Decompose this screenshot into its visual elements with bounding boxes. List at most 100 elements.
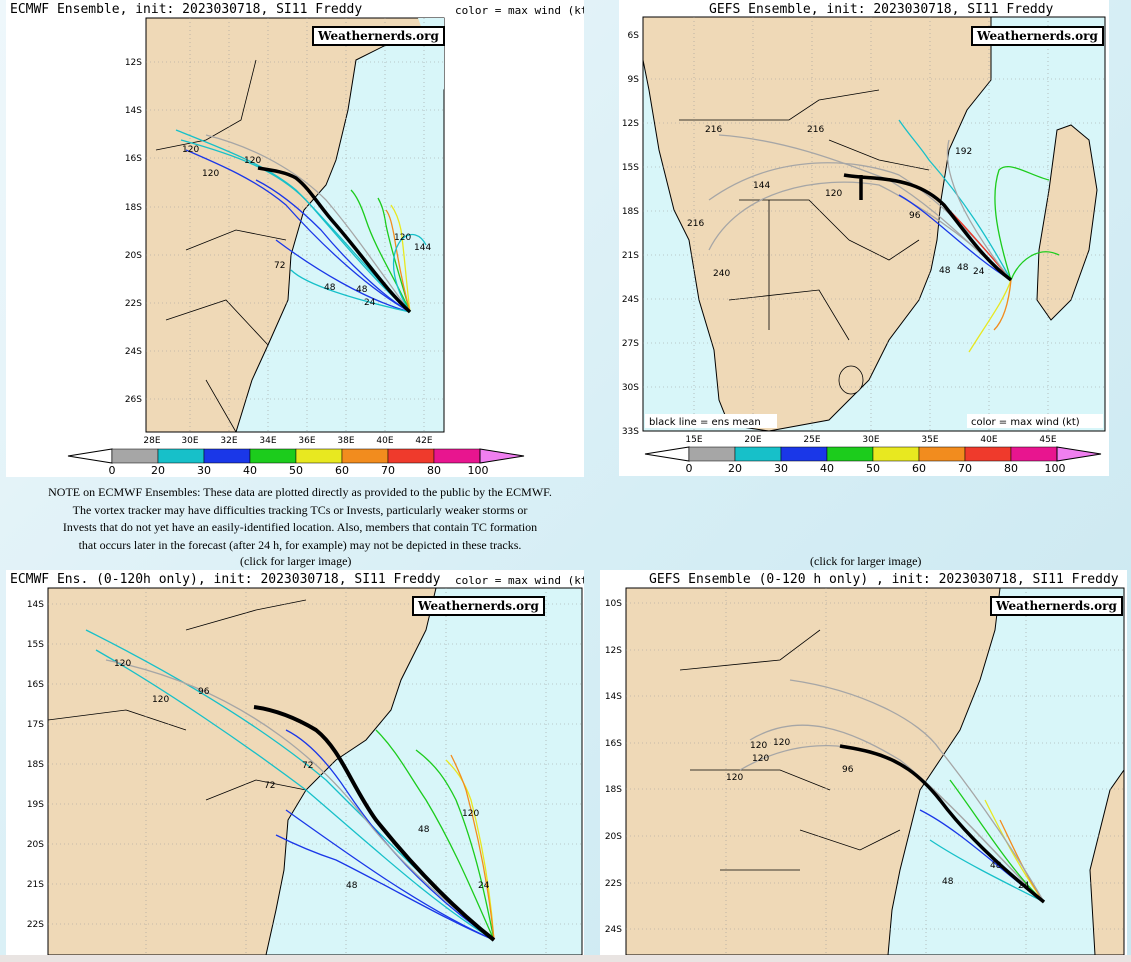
- lat-label: 26S: [125, 395, 142, 405]
- bottom-scroll-strip: [0, 955, 1131, 962]
- panel-title: GEFS Ensemble, init: 2023030718, SI11 Fr…: [709, 2, 1054, 17]
- gefs-120h-panel[interactable]: GEFS Ensemble (0-120 h only) , init: 202…: [600, 570, 1127, 955]
- hour-label: 48: [939, 266, 951, 276]
- lat-label: 15S: [27, 640, 44, 650]
- lat-label: 21S: [622, 251, 639, 261]
- hour-label: 120: [750, 741, 767, 751]
- lat-label: 16S: [605, 739, 622, 749]
- ecmwf-map: 120 120 120 72 48 48 24 144 120 12S 14S …: [67, 17, 525, 477]
- hour-label: 96: [842, 765, 854, 775]
- hour-label: 120: [752, 754, 769, 764]
- lon-label: 34E: [259, 436, 276, 446]
- colorbar-label: 60: [335, 464, 349, 477]
- hour-label: 24: [973, 267, 985, 277]
- watermark-logo: Weathernerds.org: [990, 596, 1123, 616]
- colorbar-label: 0: [686, 462, 693, 475]
- click-larger-caption-left[interactable]: (click for larger image): [240, 554, 352, 568]
- ecmwf-note: NOTE on ECMWF Ensembles: These data are …: [40, 484, 560, 554]
- hour-label: 120: [114, 659, 131, 669]
- lat-label: 16S: [27, 680, 44, 690]
- hour-label: 48: [942, 877, 954, 887]
- lon-label: 28E: [143, 436, 160, 446]
- hour-label: 24: [478, 881, 490, 891]
- lat-label: 20S: [125, 251, 142, 261]
- hour-label: 216: [687, 219, 704, 229]
- hour-label: 240: [713, 269, 730, 279]
- colorbar-label: 100: [1045, 462, 1066, 475]
- hour-label: 48: [324, 283, 336, 293]
- lon-label: 42E: [415, 436, 432, 446]
- hour-label: 216: [705, 125, 722, 135]
- hour-label: 120: [394, 233, 411, 243]
- note-line: that occurs later in the forecast (after…: [78, 537, 522, 552]
- hour-label: 96: [909, 211, 921, 221]
- colorbar-label: 100: [468, 464, 489, 477]
- lon-label: 20E: [744, 435, 761, 445]
- wind-colorbar: [644, 446, 1102, 462]
- colorbar-label: 30: [774, 462, 788, 475]
- ecmwf-ensemble-panel[interactable]: ECMWF Ensemble, init: 2023030718, SI11 F…: [6, 0, 584, 477]
- hour-label: 72: [274, 261, 285, 271]
- hour-label: 24: [1018, 881, 1030, 891]
- colorbar-label: 70: [958, 462, 972, 475]
- hour-label: 120: [152, 695, 169, 705]
- hour-label: 120: [182, 145, 199, 155]
- hour-label: 48: [346, 881, 358, 891]
- colorbar-label: 20: [728, 462, 742, 475]
- lat-label: 18S: [27, 760, 44, 770]
- hour-label: 120: [462, 809, 479, 819]
- hour-label: 120: [244, 156, 261, 166]
- hour-label: 120: [726, 773, 743, 783]
- lat-label: 18S: [605, 785, 622, 795]
- note-line: Invests that do not yet have an easily-i…: [62, 520, 538, 534]
- hour-label: 120: [773, 738, 790, 748]
- lat-label: 21S: [27, 880, 44, 890]
- color-label: color = max wind (kt): [455, 4, 584, 17]
- lat-label: 20S: [27, 840, 44, 850]
- ecmwf-120h-panel[interactable]: ECMWF Ens. (0-120h only), init: 20230307…: [6, 570, 584, 955]
- lat-label: 27S: [622, 339, 639, 349]
- hour-label: 48: [957, 263, 969, 273]
- colorbar-label: 50: [289, 464, 303, 477]
- watermark-logo: Weathernerds.org: [971, 26, 1104, 46]
- hour-label: 192: [955, 147, 972, 157]
- colorbar-label: 40: [243, 464, 257, 477]
- colorbar-label: 70: [381, 464, 395, 477]
- lon-label: 40E: [980, 435, 997, 445]
- lon-label: 45E: [1039, 435, 1056, 445]
- lat-label: 6S: [628, 31, 640, 41]
- gefs-120h-map: 120 120 120 120 96 48 48 24 10S 12S 14S …: [605, 587, 1125, 955]
- panel-title: GEFS Ensemble (0-120 h only) , init: 202…: [649, 572, 1119, 587]
- lon-label: 35E: [921, 435, 938, 445]
- lat-label: 22S: [125, 299, 142, 309]
- hour-label: 120: [825, 189, 842, 199]
- lon-label: 15E: [685, 435, 702, 445]
- lat-label: 14S: [27, 600, 44, 610]
- lon-label: 30E: [862, 435, 879, 445]
- lon-label: 38E: [337, 436, 354, 446]
- hour-label: 72: [302, 761, 313, 771]
- click-larger-caption-right[interactable]: (click for larger image): [810, 554, 922, 568]
- hour-label: 144: [414, 243, 431, 253]
- lat-label: 24S: [125, 347, 142, 357]
- hour-label: 120: [202, 169, 219, 179]
- note-line: NOTE on ECMWF Ensembles: These data are …: [48, 485, 552, 499]
- lat-label: 20S: [605, 832, 622, 842]
- lat-label: 14S: [605, 692, 622, 702]
- gefs-ensemble-panel[interactable]: GEFS Ensemble, init: 2023030718, SI11 Fr…: [619, 0, 1109, 476]
- color-label: color = max wind (kt): [455, 574, 584, 587]
- lat-label: 22S: [27, 920, 44, 930]
- lat-label: 18S: [125, 203, 142, 213]
- lat-label: 19S: [27, 800, 44, 810]
- hour-label: 48: [418, 825, 430, 835]
- colorbar-label: 80: [1004, 462, 1018, 475]
- lat-label: 12S: [605, 646, 622, 656]
- colorbar-label: 80: [427, 464, 441, 477]
- colorbar-label: 30: [197, 464, 211, 477]
- gefs-map: 216 216 240 192 144 120 96 48 48 24 216 …: [622, 16, 1106, 475]
- hour-label: 144: [753, 181, 770, 191]
- lat-label: 24S: [622, 295, 639, 305]
- hour-label: 96: [198, 687, 210, 697]
- lat-label: 9S: [628, 75, 640, 85]
- lon-label: 32E: [220, 436, 237, 446]
